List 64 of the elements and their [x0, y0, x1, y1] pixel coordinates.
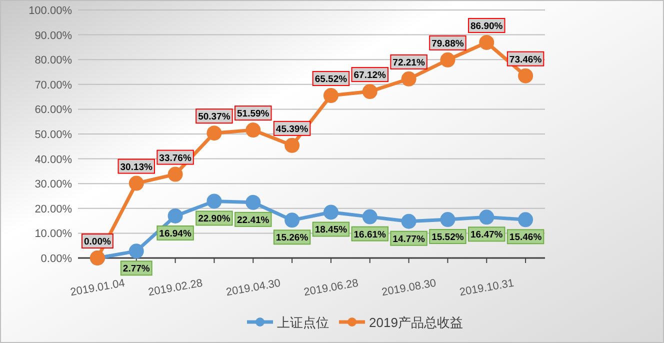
point	[206, 194, 222, 209]
point	[284, 138, 300, 153]
point	[440, 52, 456, 68]
y-tick-label: 30.00%	[34, 178, 72, 191]
data-label: 86.90%	[470, 20, 504, 32]
point	[168, 166, 183, 182]
point	[168, 208, 183, 224]
x-tick-label: 2019.10.31	[458, 277, 515, 299]
data-label: 0.00%	[84, 236, 112, 248]
point	[206, 126, 222, 141]
point	[479, 34, 494, 50]
point	[440, 212, 456, 228]
data-label: 15.46%	[509, 232, 542, 244]
point	[246, 194, 261, 210]
point	[401, 71, 416, 86]
point	[128, 244, 144, 259]
data-label: 22.90%	[198, 214, 231, 225]
data-label: 18.45%	[314, 224, 348, 236]
data-label: 16.61%	[354, 229, 387, 240]
y-tick-label: 80.00%	[34, 54, 72, 67]
data-label: 33.76%	[159, 152, 192, 164]
point	[518, 68, 534, 84]
y-tick-label: 90.00%	[34, 30, 72, 42]
point	[479, 210, 494, 225]
data-label: 45.39%	[276, 124, 309, 135]
x-tick-label: 2019.01.04	[69, 277, 126, 299]
point	[362, 84, 378, 100]
data-label: 2.77%	[122, 264, 150, 275]
y-tick-label: 70.00%	[34, 79, 72, 92]
data-label: 16.47%	[470, 230, 504, 241]
point	[284, 212, 300, 228]
y-tick-label: 10.00%	[34, 228, 72, 240]
data-label: 73.46%	[509, 54, 542, 66]
point	[362, 209, 378, 224]
point	[401, 214, 416, 229]
y-tick-label: 0.00%	[40, 253, 72, 265]
x-tick-label: 2019.08.30	[380, 277, 438, 299]
y-tick-label: 60.00%	[34, 104, 72, 116]
point	[323, 204, 338, 220]
x-tick-label: 2019.06.28	[302, 277, 360, 299]
x-tick-label: 2019.02.28	[147, 277, 204, 299]
data-label: 30.13%	[120, 162, 154, 173]
data-label: 50.37%	[198, 112, 231, 123]
point	[246, 122, 261, 138]
legend-label: 2019产品总收益	[369, 315, 463, 330]
data-label: 14.77%	[392, 234, 426, 245]
data-label: 22.41%	[237, 214, 270, 226]
y-tick-label: 100.00%	[28, 5, 72, 17]
point	[128, 176, 144, 191]
y-tick-label: 20.00%	[34, 203, 72, 216]
data-label: 16.94%	[159, 228, 192, 240]
data-label: 79.88%	[432, 38, 464, 50]
point	[323, 88, 338, 104]
legend-label: 上证点位	[277, 315, 329, 330]
data-label: 15.26%	[276, 232, 309, 244]
y-tick-label: 50.00%	[34, 129, 72, 141]
data-label: 15.52%	[432, 232, 464, 244]
data-label: 51.59%	[237, 108, 270, 120]
data-label: 67.12%	[354, 70, 387, 82]
y-tick-label: 40.00%	[34, 154, 72, 166]
point	[518, 212, 534, 228]
x-tick-label: 2019.04.30	[225, 277, 282, 299]
data-label: 65.52%	[314, 74, 348, 86]
data-label: 72.21%	[392, 57, 426, 68]
